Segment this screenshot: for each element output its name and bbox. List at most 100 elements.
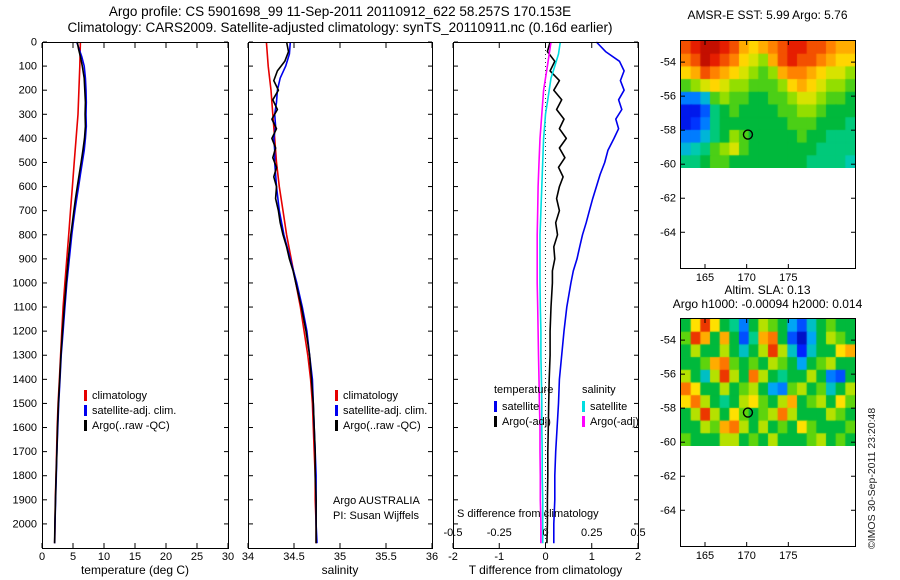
s-tick-label: 0 <box>542 527 548 539</box>
temperature-axis-label: temperature (deg C) <box>80 563 190 577</box>
x-tick-label: 35 <box>334 551 346 563</box>
s-tick-label: 0.25 <box>581 527 602 539</box>
map-x-tick-label: 175 <box>779 550 797 562</box>
y-tick-label: 200 <box>19 85 37 97</box>
y-tick-label: 400 <box>19 133 37 145</box>
map-y-tick-label: -64 <box>660 505 676 517</box>
map-y-tick-label: -58 <box>660 403 676 415</box>
x-tick-label: 0 <box>542 551 548 563</box>
y-tick-label: 1500 <box>13 398 37 410</box>
legend-temperature-panel: climatology satellite-adj. clim. Argo(..ra… <box>84 388 176 433</box>
map-x-tick-label: 175 <box>779 272 797 284</box>
legend-line-swatch <box>494 416 497 427</box>
legend-item-label: satellite-adj. clim. <box>92 404 177 417</box>
y-tick-label: 100 <box>19 61 37 73</box>
map-x-tick-label: 165 <box>696 272 714 284</box>
legend-line-swatch <box>494 401 497 412</box>
y-tick-label: 1800 <box>13 470 37 482</box>
argo-float-position-marker <box>742 129 754 140</box>
axes-box <box>248 42 433 549</box>
legend-item-label: climatology <box>343 389 399 402</box>
y-tick-label: 1300 <box>13 350 37 362</box>
y-tick-label: 0 <box>31 37 37 49</box>
legend-column-temperature: temperature satellite Argo(-adj) <box>494 384 566 429</box>
x-tick-label: 1 <box>589 551 595 563</box>
legend-column-header: salinity <box>582 384 616 396</box>
legend-item: climatology <box>84 388 176 403</box>
map-x-tick-label: 165 <box>696 550 714 562</box>
y-tick-label: 300 <box>19 109 37 121</box>
legend-item: Argo(..raw -QC) <box>84 418 176 433</box>
legend-column-header: temperature <box>494 384 554 396</box>
legend-item-label: satellite <box>590 400 628 413</box>
legend-salinity-panel: climatology satellite-adj. clim. Argo(..ra… <box>335 388 427 433</box>
x-tick-label: 34 <box>242 551 254 563</box>
argo-australia-note: Argo AUSTRALIA <box>333 495 420 507</box>
legend-line-swatch <box>335 405 338 416</box>
y-tick-label: 800 <box>19 229 37 241</box>
s-tick-label: 0.5 <box>630 527 645 539</box>
x-tick-label: 2 <box>635 551 641 563</box>
x-tick-label: 25 <box>191 551 203 563</box>
map-y-tick-label: -56 <box>660 91 676 103</box>
legend-item: satellite <box>494 399 566 414</box>
x-tick-label: 20 <box>160 551 172 563</box>
map-y-tick-label: -60 <box>660 437 676 449</box>
argo-float-position-marker <box>742 407 754 418</box>
map-y-tick-label: -64 <box>660 227 676 239</box>
y-tick-label: 1700 <box>13 446 37 458</box>
axes-box <box>42 42 229 549</box>
sst-map-title: AMSR-E SST: 5.99 Argo: 5.76 <box>687 8 848 22</box>
legend-item: satellite <box>582 399 654 414</box>
profile-line-argo-raw-qc <box>271 41 317 544</box>
profile-line-satellite-adj-clim <box>53 41 88 544</box>
sla-map-title-line2: Argo h1000: -0.00094 h2000: 0.014 <box>672 297 863 311</box>
map-axes-box <box>680 40 856 269</box>
pi-note: PI: Susan Wijffels <box>333 510 419 522</box>
salinity-axis-label: salinity <box>321 563 359 577</box>
y-tick-label: 1400 <box>13 374 37 386</box>
y-tick-label: 500 <box>19 157 37 169</box>
x-tick-label: 36 <box>426 551 438 563</box>
map-x-tick-label: 170 <box>737 272 755 284</box>
x-tick-label: 0 <box>39 551 45 563</box>
legend-line-swatch <box>84 405 87 416</box>
y-tick-label: 700 <box>19 205 37 217</box>
map-axes-box <box>680 318 856 547</box>
figure-title-line2: Climatology: CARS2009. Satellite-adjuste… <box>67 20 613 35</box>
y-tick-label: 2000 <box>13 518 37 530</box>
legend-line-swatch <box>335 420 338 431</box>
legend-item-label: Argo(..raw -QC) <box>92 419 170 432</box>
profile-line-argo-raw-qc <box>53 41 87 544</box>
y-tick-label: 1200 <box>13 326 37 338</box>
profile-line-argo-adj-t-diff <box>546 41 568 544</box>
legend-line-swatch <box>84 390 87 401</box>
figure-title-line1: Argo profile: CS 5901698_99 11-Sep-2011 … <box>108 4 572 19</box>
x-tick-label: 34.5 <box>283 551 304 563</box>
legend-line-swatch <box>335 390 338 401</box>
s-tick-label: -0.5 <box>444 527 463 539</box>
map-y-tick-label: -58 <box>660 125 676 137</box>
imos-watermark: ©IMOS 30-Sep-2011 23:20:48 <box>866 407 878 549</box>
map-y-tick-label: -56 <box>660 369 676 381</box>
x-tick-label: 5 <box>70 551 76 563</box>
y-tick-label: 1600 <box>13 422 37 434</box>
map-y-tick-label: -62 <box>660 193 676 205</box>
y-tick-label: 1900 <box>13 494 37 506</box>
legend-difference-panel: temperature satellite Argo(-adj) salinity sa… <box>494 384 654 429</box>
map-y-tick-label: -62 <box>660 471 676 483</box>
y-tick-label: 1100 <box>13 302 37 314</box>
s-difference-note: S difference from climatology <box>457 508 599 520</box>
y-tick-label: 900 <box>19 253 37 265</box>
legend-line-swatch <box>582 416 585 427</box>
legend-item: Argo(-adj) <box>582 414 654 429</box>
sla-map-title-line1: Altim. SLA: 0.13 <box>724 283 811 297</box>
map-y-tick-label: -54 <box>660 57 676 69</box>
y-tick-label: 1000 <box>13 277 37 289</box>
profile-line-argo-adj-s-diff <box>536 41 552 544</box>
s-tick-label: -0.25 <box>487 527 512 539</box>
legend-line-swatch <box>582 401 585 412</box>
sla-map-image <box>681 319 855 446</box>
map-y-tick-label: -54 <box>660 335 676 347</box>
